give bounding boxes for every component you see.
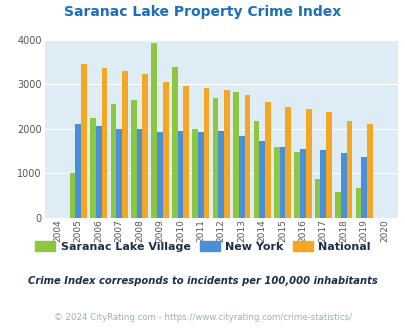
- Bar: [183, 86, 189, 218]
- Bar: [212, 98, 218, 218]
- Bar: [238, 136, 244, 218]
- Bar: [355, 188, 360, 218]
- Bar: [346, 121, 352, 218]
- Bar: [136, 129, 142, 218]
- Bar: [90, 117, 96, 218]
- Bar: [218, 131, 224, 218]
- Bar: [360, 157, 366, 218]
- Bar: [81, 64, 87, 218]
- Text: Crime Index corresponds to incidents per 100,000 inhabitants: Crime Index corresponds to incidents per…: [28, 276, 377, 285]
- Bar: [305, 109, 311, 218]
- Bar: [198, 132, 203, 218]
- Bar: [294, 152, 299, 218]
- Legend: Saranac Lake Village, New York, National: Saranac Lake Village, New York, National: [31, 237, 374, 256]
- Bar: [340, 153, 346, 218]
- Bar: [335, 192, 340, 218]
- Bar: [70, 173, 75, 218]
- Bar: [224, 90, 229, 218]
- Bar: [264, 102, 270, 218]
- Bar: [259, 141, 264, 218]
- Bar: [122, 71, 128, 218]
- Bar: [299, 149, 305, 218]
- Bar: [116, 129, 122, 218]
- Bar: [285, 107, 290, 218]
- Bar: [192, 129, 198, 218]
- Bar: [157, 132, 162, 218]
- Bar: [162, 82, 168, 218]
- Bar: [253, 121, 259, 218]
- Bar: [110, 104, 116, 218]
- Text: Saranac Lake Property Crime Index: Saranac Lake Property Crime Index: [64, 5, 341, 19]
- Bar: [232, 92, 238, 218]
- Bar: [273, 147, 279, 218]
- Bar: [314, 179, 320, 218]
- Bar: [131, 100, 136, 218]
- Bar: [244, 95, 249, 218]
- Bar: [177, 131, 183, 218]
- Bar: [142, 74, 148, 218]
- Bar: [203, 88, 209, 218]
- Bar: [101, 68, 107, 218]
- Bar: [151, 43, 157, 218]
- Bar: [171, 67, 177, 218]
- Bar: [75, 124, 81, 218]
- Text: © 2024 CityRating.com - https://www.cityrating.com/crime-statistics/: © 2024 CityRating.com - https://www.city…: [54, 314, 351, 322]
- Bar: [96, 126, 101, 218]
- Bar: [325, 112, 331, 218]
- Bar: [320, 150, 325, 218]
- Bar: [366, 124, 372, 218]
- Bar: [279, 147, 285, 218]
